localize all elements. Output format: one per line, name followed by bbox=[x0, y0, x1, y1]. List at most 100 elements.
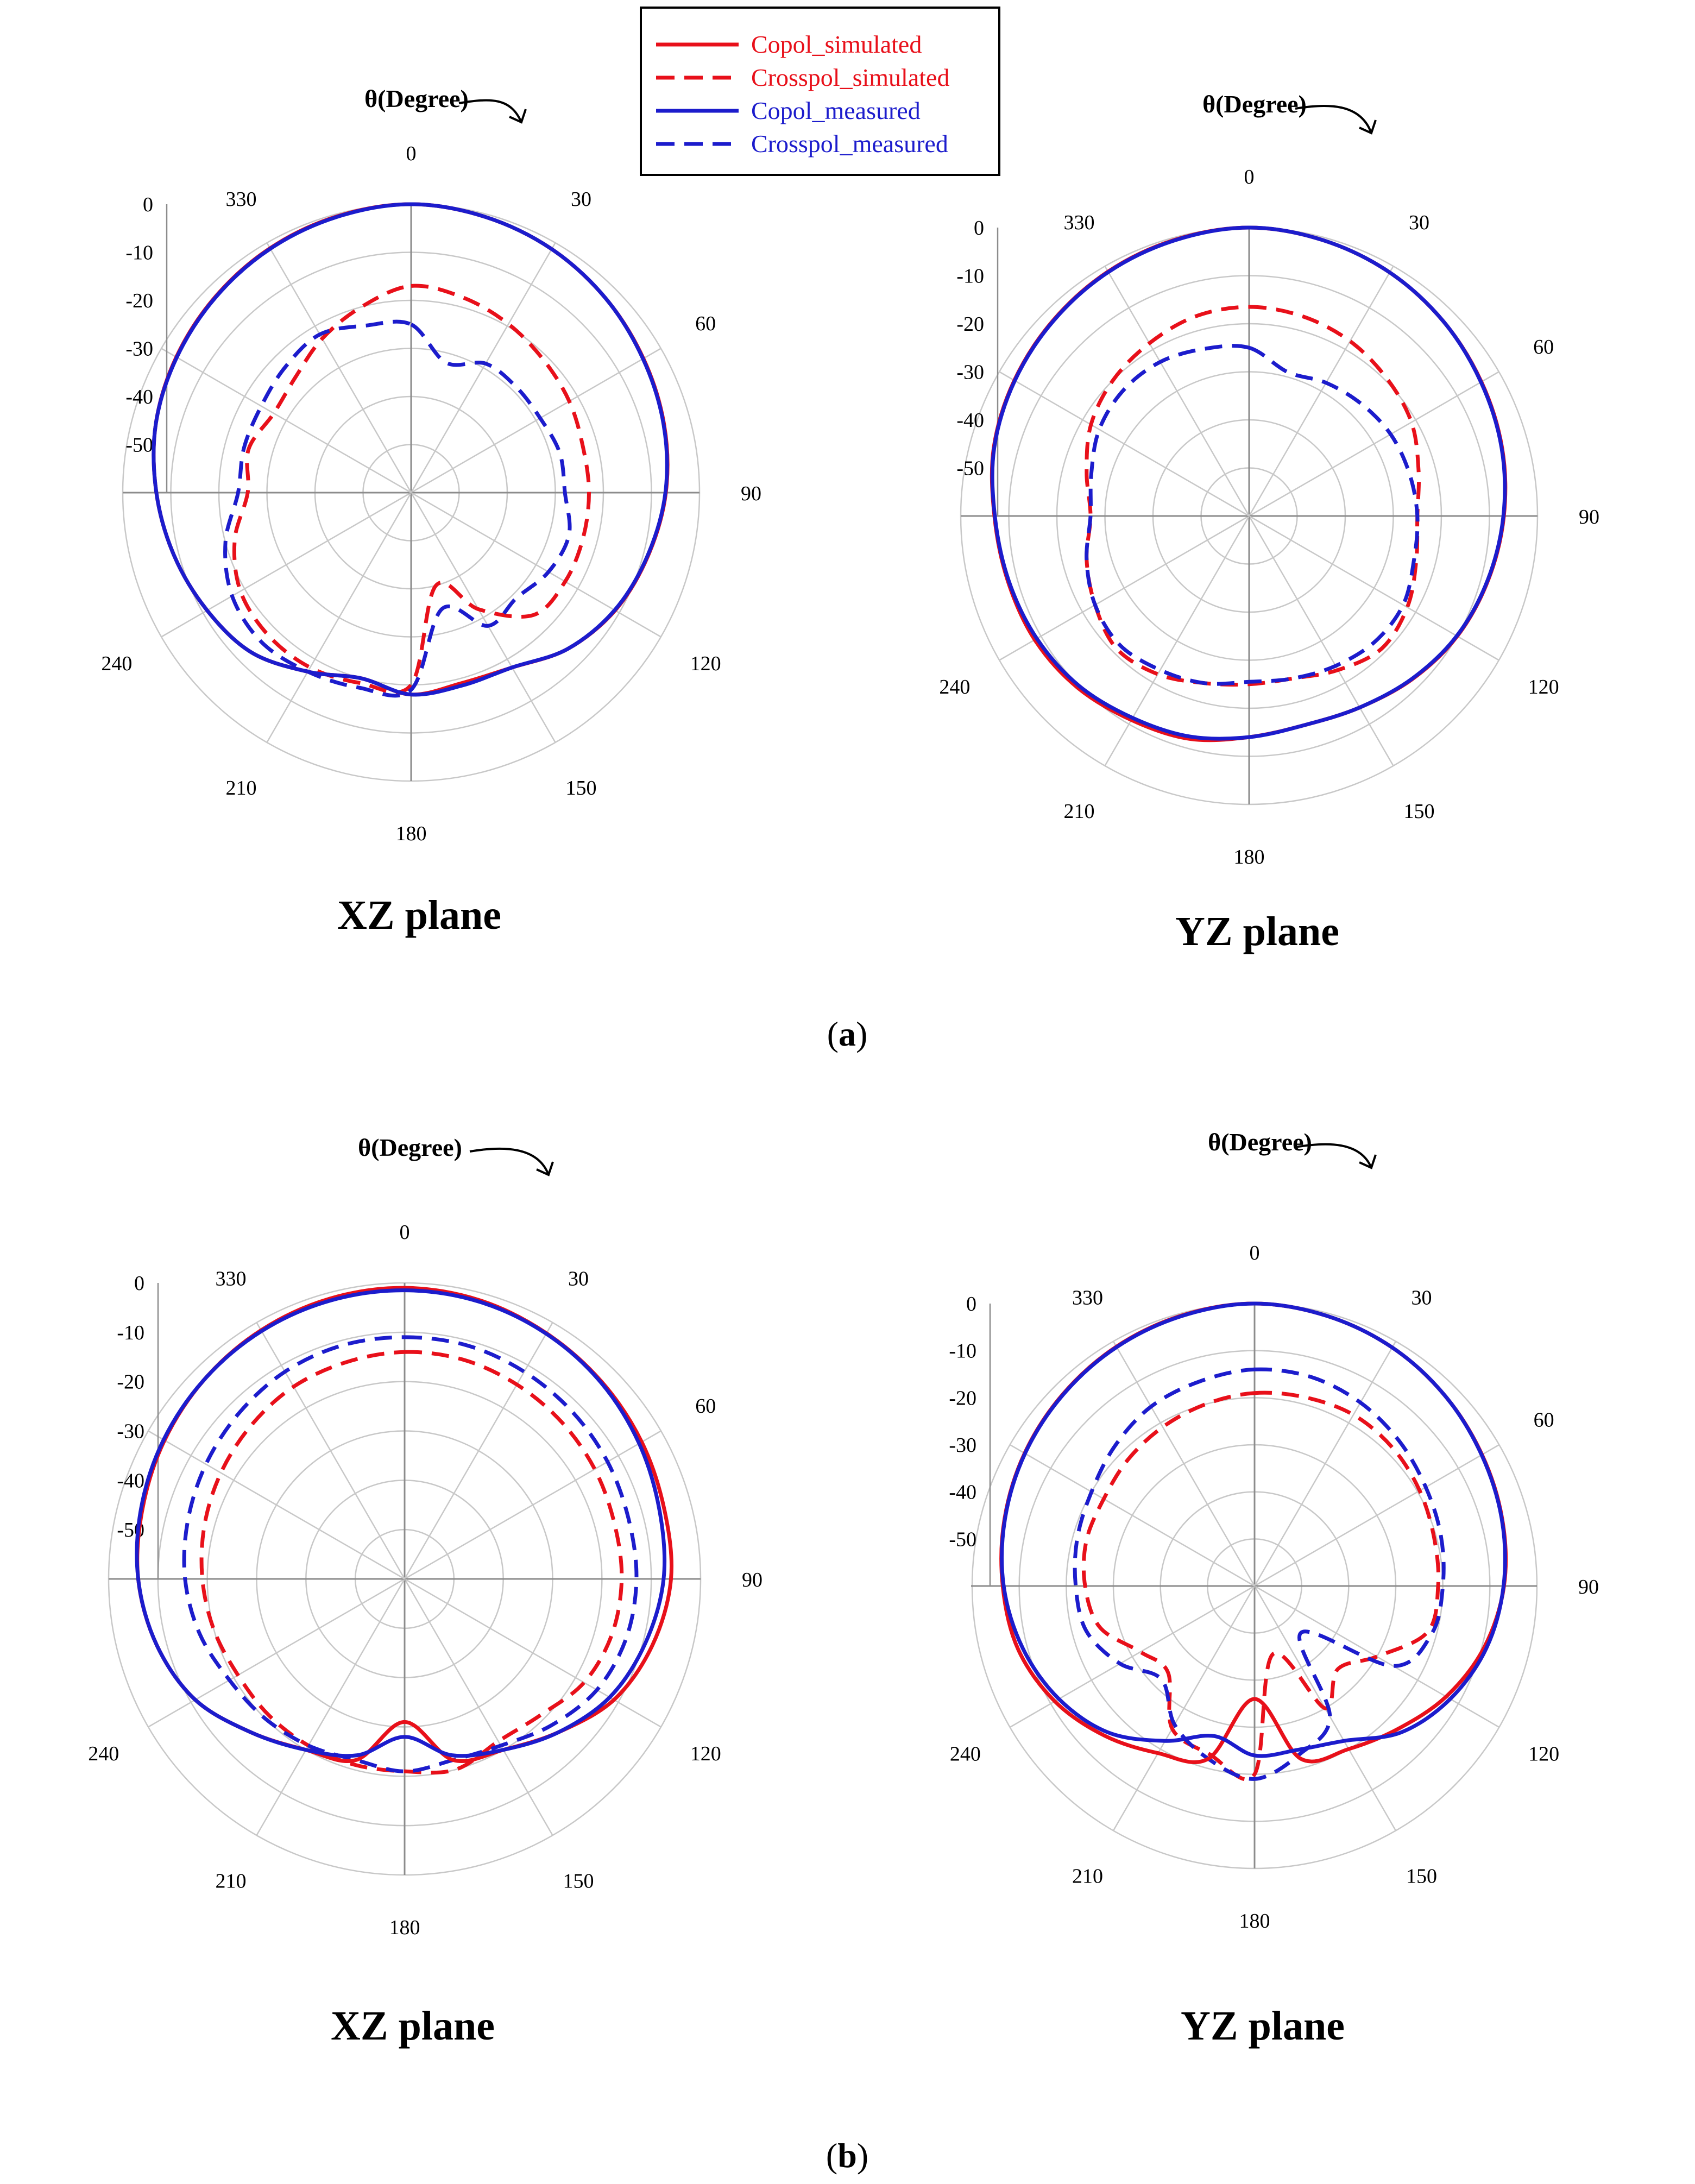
grid-spoke bbox=[161, 492, 412, 638]
grid-spoke bbox=[1249, 515, 1499, 661]
angle-tick-label: 90 bbox=[742, 1569, 763, 1591]
rotation-arrow bbox=[1295, 104, 1372, 134]
grid-spoke bbox=[148, 1430, 405, 1580]
grid-spoke bbox=[266, 242, 412, 493]
grid-spoke bbox=[1249, 371, 1499, 517]
angle-tick-label: 330 bbox=[1072, 1286, 1103, 1309]
series-copol-measured bbox=[990, 225, 1507, 741]
rotation-arrow bbox=[458, 99, 522, 123]
angle-tick-label: 240 bbox=[101, 652, 132, 675]
polar-chart-3: 0-10-20-30-40-50030609012015018021024033… bbox=[88, 1134, 763, 2049]
angle-tick-label: 120 bbox=[1528, 676, 1559, 698]
angle-tick-label: 0 bbox=[1250, 1242, 1260, 1264]
polar-chart-4: 0 -10 -20 -30 -40 -50 0 30 60 90 120 150 180 210 240 33… bbox=[949, 1128, 1599, 2049]
legend-label: Copol_simulated bbox=[751, 30, 922, 58]
legend-entry-crosspol-measured: Crosspol_measured bbox=[656, 130, 948, 158]
angle-tick-label: 240 bbox=[950, 1743, 981, 1766]
radial-tick-label: -30 bbox=[956, 361, 984, 384]
angle-tick-label: 210 bbox=[1072, 1865, 1103, 1888]
angle-tick-label: 90 bbox=[1579, 506, 1599, 528]
angle-tick-label: 30 bbox=[1412, 1286, 1432, 1309]
angle-tick-label: 240 bbox=[88, 1742, 119, 1765]
series-copol-measured bbox=[1000, 1301, 1507, 1758]
chart-title: YZ plane bbox=[1175, 909, 1339, 954]
grid-spoke bbox=[1104, 266, 1250, 517]
grid-spoke bbox=[410, 492, 556, 743]
series-crosspol-measured bbox=[223, 319, 572, 698]
radial-tick-label: 0 bbox=[966, 1293, 976, 1316]
angle-tick-label: 180 bbox=[396, 822, 427, 845]
radial-tick-label: 0 bbox=[974, 217, 984, 240]
grid-spoke bbox=[1248, 515, 1394, 766]
series-crosspol-measured bbox=[182, 1335, 639, 1773]
angle-tick-label: 0 bbox=[1244, 166, 1255, 188]
angle-tick-label: 120 bbox=[690, 652, 721, 675]
series-crosspol-simulated bbox=[232, 284, 591, 694]
radial-tick-label: -10 bbox=[125, 242, 153, 265]
angle-axis-label: θ(Degree) bbox=[1202, 90, 1307, 118]
chart-title: XZ plane bbox=[331, 2003, 495, 2049]
radial-tick-label: -20 bbox=[949, 1387, 976, 1409]
angle-tick-label: 240 bbox=[939, 676, 970, 698]
grid-spoke bbox=[1254, 1444, 1499, 1587]
angle-tick-label: 210 bbox=[226, 777, 257, 800]
angle-axis-label: θ(Degree) bbox=[358, 1134, 462, 1161]
grid-spoke bbox=[404, 1322, 553, 1579]
angle-tick-label: 60 bbox=[1534, 1409, 1554, 1432]
radial-tick-label: -30 bbox=[125, 338, 153, 361]
panel-label-a: (a) bbox=[827, 1015, 868, 1053]
radial-tick-label: -10 bbox=[949, 1340, 976, 1363]
radial-tick-label: -30 bbox=[117, 1420, 144, 1443]
angle-tick-label: 330 bbox=[216, 1268, 247, 1291]
angle-tick-label: 30 bbox=[568, 1268, 589, 1291]
radial-tick-label: -50 bbox=[956, 457, 984, 480]
radial-tick-label: 0 bbox=[143, 193, 153, 216]
angle-tick-label: 180 bbox=[389, 1916, 420, 1939]
angle-tick-label: 30 bbox=[571, 188, 591, 211]
angle-tick-label: 330 bbox=[226, 188, 257, 211]
grid-spoke bbox=[404, 1578, 553, 1836]
legend: Copol_simulated Crosspol_simulated Copol… bbox=[640, 7, 1000, 176]
angle-tick-label: 150 bbox=[566, 777, 597, 800]
angle-tick-label: 180 bbox=[1234, 846, 1265, 868]
grid-spoke bbox=[411, 348, 661, 494]
series-copol-simulated bbox=[999, 1301, 1508, 1765]
chart-title: YZ plane bbox=[1181, 2003, 1345, 2049]
grid-spoke bbox=[1248, 266, 1394, 517]
radial-tick-label: -10 bbox=[117, 1321, 144, 1344]
radial-tick-label: -20 bbox=[956, 313, 984, 336]
radial-tick-label: -50 bbox=[949, 1528, 976, 1551]
series-copol-measured bbox=[135, 1288, 667, 1758]
angle-tick-label: 90 bbox=[1578, 1576, 1599, 1598]
grid-spoke bbox=[1104, 515, 1250, 766]
series-crosspol-measured bbox=[1085, 344, 1420, 686]
radial-tick-label: -10 bbox=[956, 265, 984, 288]
grid-spoke bbox=[1010, 1585, 1255, 1728]
grid-spoke bbox=[256, 1578, 406, 1836]
polar-chart-1: 0 -10 -20 -30 -40 -50 0 30 60 90 120 150 180 210 240 33… bbox=[101, 85, 761, 938]
rotation-arrowhead bbox=[509, 109, 527, 124]
grid-spoke bbox=[161, 348, 412, 494]
legend-label: Crosspol_measured bbox=[751, 130, 948, 158]
rotation-arrowhead bbox=[1359, 1154, 1377, 1169]
angle-tick-label: 150 bbox=[1406, 1865, 1437, 1888]
radial-tick-label: -40 bbox=[956, 409, 984, 432]
grid-spoke bbox=[148, 1578, 405, 1728]
radial-tick-label: -20 bbox=[125, 289, 153, 312]
grid-spoke bbox=[404, 1578, 661, 1728]
angle-tick-label: 210 bbox=[216, 1870, 247, 1892]
radial-tick-label: -30 bbox=[949, 1434, 976, 1457]
grid-spoke bbox=[256, 1322, 406, 1579]
angle-tick-label: 120 bbox=[690, 1742, 721, 1765]
angle-tick-label: 150 bbox=[563, 1870, 594, 1892]
series-crosspol-simulated bbox=[1085, 305, 1421, 687]
legend-box bbox=[640, 7, 1000, 176]
radial-tick-label: -40 bbox=[125, 386, 153, 408]
grid-spoke bbox=[266, 492, 412, 743]
legend-label: Copol_measured bbox=[751, 97, 921, 124]
series-crosspol-simulated bbox=[1081, 1390, 1441, 1782]
angle-tick-label: 90 bbox=[741, 482, 761, 505]
rotation-arrow bbox=[1295, 1143, 1372, 1168]
angle-tick-label: 30 bbox=[1409, 211, 1429, 234]
